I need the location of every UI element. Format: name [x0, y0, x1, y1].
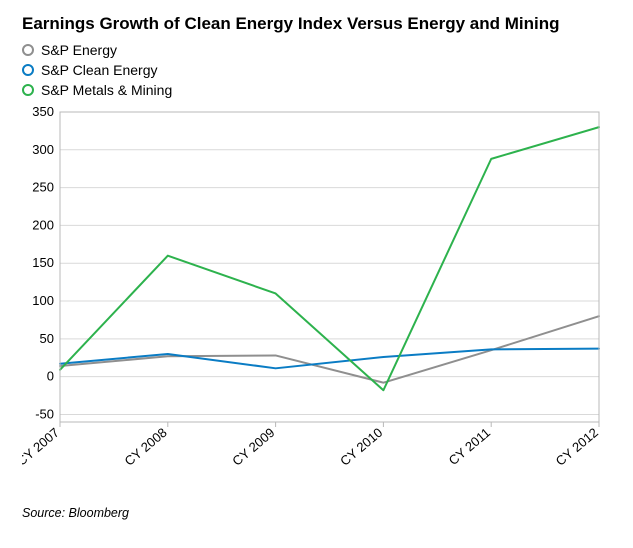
- svg-text:CY 2007: CY 2007: [22, 425, 62, 469]
- svg-text:350: 350: [32, 104, 54, 119]
- svg-text:250: 250: [32, 180, 54, 195]
- svg-text:CY 2009: CY 2009: [229, 425, 277, 469]
- legend-swatch-icon: [22, 64, 34, 76]
- source-label: Source: Bloomberg: [22, 506, 611, 520]
- legend-label: S&P Metals & Mining: [41, 82, 172, 98]
- legend-label: S&P Energy: [41, 42, 117, 58]
- svg-text:-50: -50: [35, 406, 54, 421]
- legend-swatch-icon: [22, 44, 34, 56]
- chart-area: -50 0 50 100 150 200 250 300 350 CY 2007 CY 2008 CY…: [22, 104, 611, 484]
- legend-swatch-icon: [22, 84, 34, 96]
- svg-text:150: 150: [32, 255, 54, 270]
- legend-item-energy: S&P Energy: [22, 40, 611, 60]
- svg-text:100: 100: [32, 293, 54, 308]
- svg-text:200: 200: [32, 217, 54, 232]
- svg-text:300: 300: [32, 142, 54, 157]
- svg-text:CY 2012: CY 2012: [553, 425, 601, 469]
- svg-text:50: 50: [40, 331, 54, 346]
- legend-item-clean: S&P Clean Energy: [22, 60, 611, 80]
- svg-text:CY 2011: CY 2011: [446, 425, 493, 468]
- chart-title: Earnings Growth of Clean Energy Index Ve…: [22, 14, 611, 34]
- legend: S&P Energy S&P Clean Energy S&P Metals & M…: [22, 40, 611, 100]
- legend-item-metals: S&P Metals & Mining: [22, 80, 611, 100]
- line-chart-svg: -50 0 50 100 150 200 250 300 350 CY 2007 CY 2008 CY…: [22, 104, 611, 484]
- svg-text:0: 0: [47, 369, 54, 384]
- svg-text:CY 2010: CY 2010: [337, 425, 385, 469]
- legend-label: S&P Clean Energy: [41, 62, 157, 78]
- svg-text:CY 2008: CY 2008: [122, 425, 170, 469]
